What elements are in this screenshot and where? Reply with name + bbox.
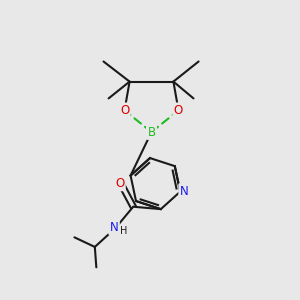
- Text: O: O: [120, 104, 129, 117]
- Text: N: N: [180, 184, 188, 198]
- Text: B: B: [147, 125, 156, 139]
- Text: N: N: [110, 220, 118, 234]
- Text: H: H: [120, 226, 127, 236]
- Text: O: O: [115, 177, 124, 190]
- Text: O: O: [174, 104, 183, 117]
